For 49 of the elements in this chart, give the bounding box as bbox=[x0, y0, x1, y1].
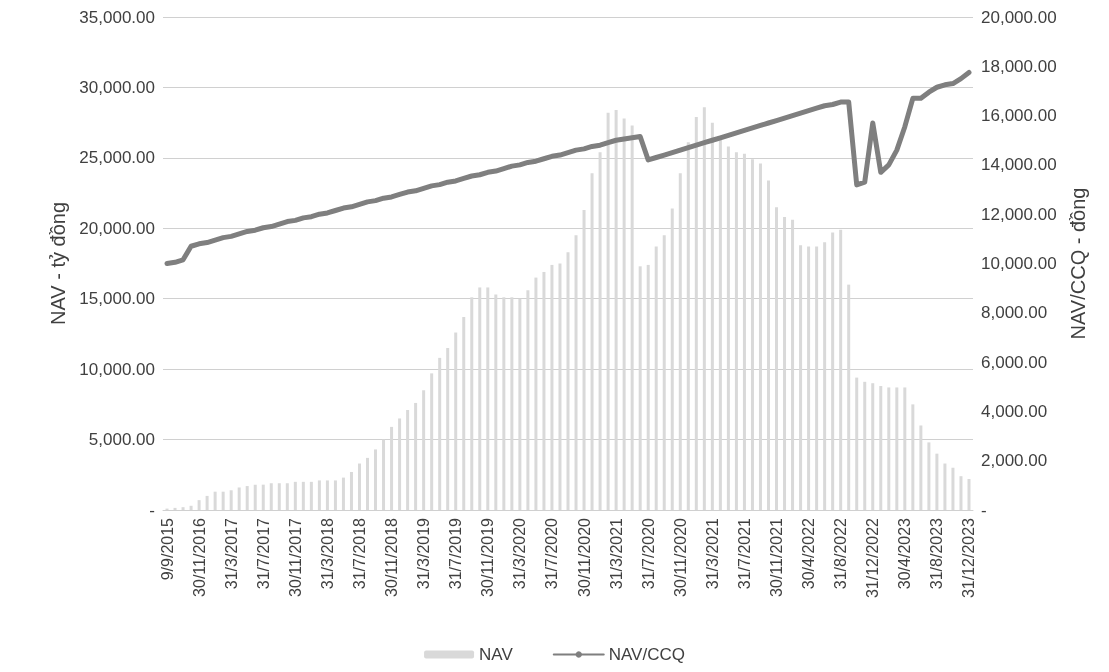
x-tick-label: 30/11/2020 bbox=[575, 517, 593, 597]
x-tick-label: 30/11/2018 bbox=[383, 517, 401, 597]
x-tick-label: 30/11/2017 bbox=[286, 517, 304, 597]
y-tick-label: 30,000.00 bbox=[79, 77, 155, 97]
x-tick-label: 30/11/2020 bbox=[671, 517, 689, 597]
x-tick-label: 31/3/2020 bbox=[511, 517, 529, 590]
legend-label: NAV/CCQ bbox=[608, 645, 685, 664]
y-tick-label: 20,000.00 bbox=[79, 218, 155, 238]
legend-label: NAV bbox=[479, 645, 514, 664]
x-tick-label: 31/7/2020 bbox=[639, 517, 657, 590]
x-tick-label: 31/7/2021 bbox=[735, 517, 753, 590]
y-tick-label: - bbox=[149, 500, 155, 520]
y-tick-label: 10,000.00 bbox=[79, 359, 155, 379]
x-tick-label: 30/4/2022 bbox=[800, 517, 818, 590]
x-tick-label: 30/11/2016 bbox=[190, 517, 208, 597]
y2-tick-label: 12,000.00 bbox=[981, 204, 1057, 224]
x-tick-label: 31/3/2017 bbox=[222, 517, 240, 590]
x-tick-label: 31/7/2017 bbox=[254, 517, 272, 590]
x-tick-label: 9/9/2015 bbox=[158, 517, 176, 581]
x-tick-label: 31/3/2021 bbox=[607, 517, 625, 590]
y-tick-label: 5,000.00 bbox=[88, 430, 155, 450]
y2-tick-label: 6,000.00 bbox=[981, 352, 1048, 372]
x-tick-label: 31/7/2019 bbox=[447, 517, 465, 590]
x-tick-label: 31/3/2021 bbox=[703, 517, 721, 590]
x-tick-label: 31/7/2018 bbox=[350, 517, 368, 590]
y-tick-label: 15,000.00 bbox=[79, 289, 155, 309]
x-tick-label: 31/8/2022 bbox=[832, 517, 850, 590]
x-tick-label: 30/11/2021 bbox=[768, 517, 786, 597]
y2-tick-label: 16,000.00 bbox=[981, 106, 1057, 126]
y2-tick-label: 4,000.00 bbox=[981, 401, 1048, 421]
x-tick-label: 31/3/2019 bbox=[415, 517, 433, 590]
x-tick-label: 31/8/2023 bbox=[928, 517, 946, 590]
x-tick-label: 30/11/2019 bbox=[479, 517, 497, 597]
y-tick-label: 25,000.00 bbox=[79, 148, 155, 168]
y2-tick-label: 18,000.00 bbox=[981, 56, 1057, 76]
y2-tick-label: 14,000.00 bbox=[981, 155, 1057, 175]
y2-tick-label: 20,000.00 bbox=[981, 7, 1057, 27]
y-tick-label: 35,000.00 bbox=[79, 7, 155, 27]
y2-tick-label: 2,000.00 bbox=[981, 451, 1048, 471]
x-tick-label: 31/7/2020 bbox=[543, 517, 561, 590]
x-tick-label: 30/4/2023 bbox=[896, 517, 914, 590]
x-tick-label: 31/12/2023 bbox=[960, 517, 978, 599]
y2-tick-label: 10,000.00 bbox=[981, 254, 1057, 273]
x-tick-label: 31/3/2018 bbox=[318, 517, 336, 590]
y2-axis-title: NAV/CCQ - đồng bbox=[1066, 187, 1089, 340]
x-tick-label: 31/12/2022 bbox=[864, 517, 882, 599]
y2-tick-label: - bbox=[981, 500, 987, 520]
y-axis-title: NAV - tỷ đồng bbox=[47, 201, 70, 326]
y2-tick-label: 8,000.00 bbox=[981, 303, 1048, 323]
